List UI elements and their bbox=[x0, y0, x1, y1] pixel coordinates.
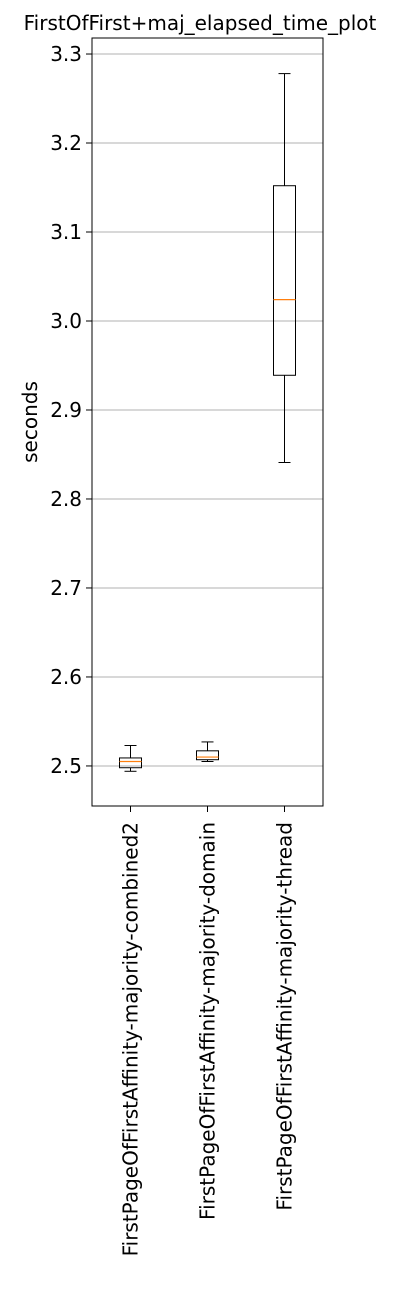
x-tick-label: FirstPageOfFirstAffinity-majority-combin… bbox=[119, 822, 143, 1256]
box-3 bbox=[273, 73, 296, 463]
iqr-box bbox=[119, 757, 142, 769]
x-tick-label: FirstPageOfFirstAffinity-majority-domain bbox=[196, 822, 220, 1220]
y-tick-label: 2.7 bbox=[50, 576, 82, 600]
boxes bbox=[119, 73, 296, 772]
y-tick-label: 3.1 bbox=[50, 220, 82, 244]
chart-title: FirstOfFirst+maj_elapsed_time_plot bbox=[24, 11, 377, 35]
y-axis-ticks: 2.5 2.6 2.7 2.8 2.9 3.0 3.1 3.2 3.3 bbox=[50, 42, 92, 778]
x-tick-label: FirstPageOfFirstAffinity-majority-thread bbox=[273, 822, 297, 1211]
box-1 bbox=[119, 744, 142, 772]
y-tick-label: 3.2 bbox=[50, 131, 82, 155]
y-tick-label: 2.8 bbox=[50, 487, 82, 511]
plot-area-frame bbox=[91, 37, 324, 807]
y-tick-label: 3.0 bbox=[50, 309, 82, 333]
iqr-box bbox=[273, 185, 296, 376]
y-axis-label: seconds bbox=[18, 381, 42, 463]
y-tick-label: 2.9 bbox=[50, 398, 82, 422]
y-tick-label: 3.3 bbox=[50, 42, 82, 66]
x-axis-ticks: FirstPageOfFirstAffinity-majority-combin… bbox=[119, 806, 297, 1256]
box-2 bbox=[196, 741, 219, 763]
grid-lines bbox=[92, 53, 323, 767]
iqr-box bbox=[196, 750, 219, 761]
y-tick-label: 2.5 bbox=[50, 754, 82, 778]
y-tick-label: 2.6 bbox=[50, 665, 82, 689]
